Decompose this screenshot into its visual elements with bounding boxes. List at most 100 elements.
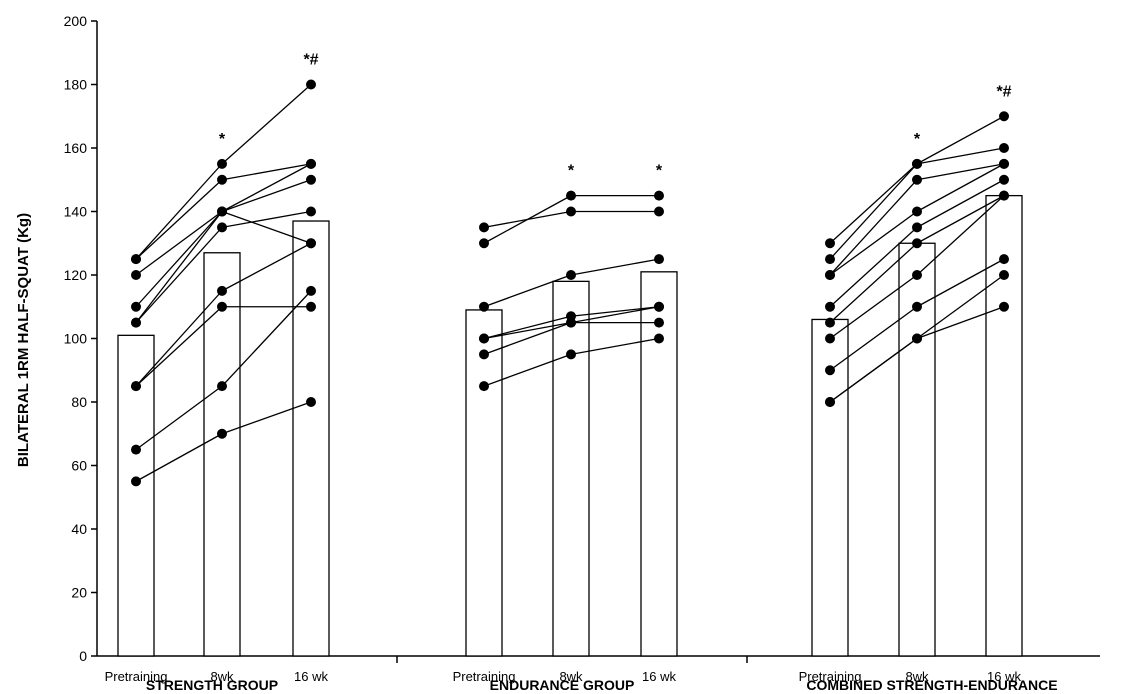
y-tick-label: 100 (64, 331, 88, 347)
data-point (217, 206, 227, 217)
data-point (912, 222, 922, 233)
subject-line-segment (916, 163, 1005, 213)
y-tick-label: 180 (64, 77, 88, 93)
subject-line-segment (135, 210, 223, 276)
data-point (654, 317, 664, 328)
data-point (825, 397, 835, 407)
subject-line-segment (221, 401, 312, 435)
y-tick-label: 200 (64, 13, 88, 29)
subject-line-segment (135, 306, 223, 387)
group-label: STRENGTH GROUP (146, 677, 278, 693)
subject-line-segment (829, 226, 918, 308)
data-point (912, 206, 922, 217)
data-point (131, 381, 141, 392)
y-tick-label: 140 (64, 204, 88, 220)
data-point (654, 206, 664, 217)
y-tick-label: 40 (71, 521, 87, 537)
data-point (999, 254, 1009, 265)
bar (552, 280, 590, 657)
subject-line-segment (221, 242, 312, 292)
data-point (131, 301, 141, 312)
data-point (131, 317, 141, 328)
data-point (912, 238, 922, 249)
data-point (306, 238, 316, 249)
data-point (566, 270, 576, 280)
subject-line-segment (135, 211, 223, 324)
data-point (825, 238, 835, 249)
significance-annotation: * (914, 131, 921, 148)
data-point (479, 222, 489, 233)
data-point (654, 190, 664, 201)
subject-line-segment (135, 179, 223, 260)
x-tick-label: 16 wk (987, 669, 1021, 684)
subject-line-segment (829, 179, 918, 276)
y-tick-label: 0 (79, 648, 87, 664)
subject-line-segment (829, 306, 918, 371)
significance-annotation: * (219, 131, 226, 148)
y-tick-label: 160 (64, 140, 88, 156)
data-point (999, 270, 1009, 280)
data-point (306, 79, 316, 90)
data-point (912, 301, 922, 312)
subject-line-segment (135, 211, 223, 308)
x-tick-label: 8wk (210, 669, 234, 684)
x-tick-label: Pretraining (799, 669, 862, 684)
subject-line-segment (570, 258, 660, 276)
subject-line-segment (916, 179, 1005, 228)
data-point (217, 428, 227, 439)
data-point (825, 333, 835, 344)
chart-labels: Pretraining 8wk 16 wk * *# STRENGTH GROUP Pret… (105, 52, 1058, 694)
subject-line-segment (916, 195, 1005, 276)
significance-annotation: *# (996, 83, 1011, 100)
subject-line-segment (221, 290, 312, 387)
data-point (654, 333, 664, 344)
subject-line-segment (135, 385, 223, 451)
subject-line-segment (829, 210, 918, 276)
subject-line-segment (570, 337, 660, 356)
data-point (566, 317, 576, 328)
subject-line-segment (221, 210, 312, 244)
data-point (999, 190, 1009, 201)
subject-line-segment (829, 242, 918, 324)
subject-lines (135, 84, 1005, 482)
data-point (912, 270, 922, 280)
data-point (217, 158, 227, 169)
x-tick-label: Pretraining (453, 669, 516, 684)
subject-line-segment (221, 179, 312, 213)
data-point (479, 238, 489, 249)
data-point (566, 206, 576, 217)
subject-line-segment (221, 163, 312, 181)
subject-line-segment (221, 163, 312, 213)
data-point (825, 270, 835, 280)
y-axis-label: BILATERAL 1RM HALF-SQUAT (Kg) (15, 213, 32, 467)
subject-line-segment (135, 290, 223, 387)
y-tick-label: 80 (71, 394, 87, 410)
data-point (479, 381, 489, 392)
subject-line-segment (135, 163, 223, 260)
subject-line-segment (135, 433, 223, 482)
subject-line-segment (916, 306, 1005, 340)
subject-line-segment (916, 195, 1005, 244)
x-tick-label: 8wk (905, 669, 929, 684)
data-point (217, 174, 227, 185)
data-point (999, 158, 1009, 169)
x-tick-label: 16 wk (642, 669, 676, 684)
data-point (912, 333, 922, 344)
subject-line-segment (483, 353, 572, 387)
subject-line-segment (570, 306, 660, 317)
data-point (306, 397, 316, 407)
data-point (566, 190, 576, 201)
subject-line-segment (916, 115, 1005, 165)
subject-line-segment (135, 226, 223, 324)
data-point (479, 333, 489, 344)
data-point (654, 254, 664, 265)
x-tick-label: 8wk (559, 669, 583, 684)
significance-annotation: * (568, 163, 575, 180)
data-point (825, 317, 835, 328)
subject-line-segment (483, 315, 572, 340)
data-point (306, 158, 316, 169)
data-point (999, 301, 1009, 312)
bar (985, 194, 1023, 657)
